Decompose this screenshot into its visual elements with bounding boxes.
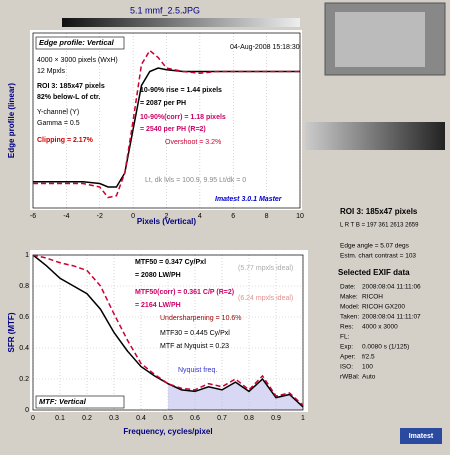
exif-value: RICOH [362,294,383,301]
y-axis-label: SFR (MTF) [7,312,16,352]
exif-value: f/2.5 [362,354,375,361]
exif-value: Auto [362,374,376,381]
annotation: Nyquist freq. [178,367,217,374]
exif-title: Selected EXIF data [338,268,410,277]
annotation: MTF30 = 0.445 Cy/Pxl [160,330,230,337]
x-tick-label: 0.3 [109,415,119,422]
x-axis-label: Frequency, cycles/pixel [123,427,212,436]
x-tick-label: 0.8 [244,415,254,422]
edge-angle: Edge angle = 5.07 degs [340,243,410,250]
plot-frame [32,32,301,209]
exif-value: 2008:08:04 11:11:06 [362,284,421,291]
exif-key: Model: [340,304,360,311]
annotation: 12 Mpxls [37,68,66,75]
edge-panel [30,30,302,210]
logo-box [400,428,442,444]
annotation: 4000 × 3000 pixels (WxH) [37,57,118,64]
annotation: Lt, dk lvls = 100.9, 9.95 Lt/dk = 0 [145,177,246,184]
annotation: ROI 3: 185x47 pixels [37,83,105,90]
x-tick-label: -6 [30,213,36,220]
title-box [35,395,125,409]
y-tick-label: 0.6 [19,314,29,321]
plot-frame [32,254,304,411]
y-tick-label: 1 [25,252,29,259]
y-axis-label: Edge profile (linear) [7,83,16,158]
annotation: Gamma = 0.5 [37,120,80,127]
x-tick-label: 4 [198,213,202,220]
x-tick-label: 0.6 [190,415,200,422]
x-tick-label: -4 [63,213,69,220]
x-tick-label: 0.5 [163,415,173,422]
annotation: = 2080 LW/PH [135,272,181,279]
annotation: MTF50(corr) = 0.361 C/P (R=2) [135,289,234,296]
annotation: 10-90%(corr) = 1.18 pixels [140,114,226,121]
y-tick-label: 0.2 [19,376,29,383]
annotation: 10-90% rise = 1.44 pixels [140,87,222,94]
x-tick-label: 0.9 [271,415,281,422]
annotation: Clipping = 2.17% [37,137,94,144]
annotation: Overshoot = 3.2% [165,139,221,146]
annotation: Y-channel (Y) [37,109,79,116]
exif-value: 2008:08:04 11:11:07 [362,314,421,321]
x-tick-label: 0 [131,213,135,220]
exif-value: 0.0080 s (1/125) [362,344,409,351]
roi-strip [305,122,445,150]
x-tick-label: 0.1 [55,415,65,422]
x-tick-label: 6 [231,213,235,220]
annotation: Undersharpening = 10.6% [160,315,242,322]
exif-value: 100 [362,364,373,371]
exif-key: Aper: [340,354,356,361]
nyquist-shade [168,379,303,410]
exif-key: rWBal: [340,374,360,381]
y-tick-label: 0.8 [19,283,29,290]
annotation: = 2087 per PH [140,100,186,107]
annotation: MTF at Nyquist = 0.23 [160,343,229,350]
roi-label: ROI 3: 185x47 pixels [340,207,418,216]
chart-contrast: Estm. chart contrast = 103 [340,253,416,260]
exif-key: Exp: [340,344,353,351]
y-tick-label: 0.4 [19,345,29,352]
x-tick-label: 8 [265,213,269,220]
x-axis-label: Pixels (Vertical) [137,217,196,226]
chart-title: MTF: Vertical [39,397,87,406]
annotation: = 2540 per PH (R=2) [140,126,206,133]
exif-value: RICOH GX200 [362,304,405,311]
chart-title: Edge profile: Vertical [39,38,115,47]
x-tick-label: 10 [296,213,304,220]
y-tick-label: 0 [25,407,29,414]
annotation: 82% below-L of ctr. [37,94,100,101]
gray-bar [62,18,300,27]
exif-key: Date: [340,284,356,291]
x-tick-label: 1 [301,415,305,422]
chart-thumbnail-inner [335,12,425,67]
annotation: 04-Aug-2008 15:18:30 [230,44,300,51]
exif-key: Make: [340,294,358,301]
annotation: (5.77 mpxls ideal) [238,265,293,272]
title-box [35,36,125,50]
roi-bounds: L R T B = 197 361 2613 2659 [340,223,419,229]
x-tick-label: -2 [97,213,103,220]
exif-key: ISO: [340,364,353,371]
annotation: MTF50 = 0.347 Cy/Pxl [135,259,206,266]
x-tick-label: 0 [31,415,35,422]
window-title: 5.1 mmf_2.5.JPG [130,5,200,15]
exif-key: FL: [340,334,350,341]
exif-value: 4000 x 3000 [362,324,398,331]
data-line [32,254,304,406]
x-tick-label: 0.2 [82,415,92,422]
data-line [32,254,304,408]
annotation: = 2164 LW/PH [135,302,181,309]
data-line [33,67,300,188]
exif-key: Taken: [340,314,359,321]
x-tick-label: 0.7 [217,415,227,422]
x-tick-label: 2 [165,213,169,220]
annotation: (6.24 mpxls ideal) [238,295,293,302]
exif-key: Res: [340,324,354,331]
x-tick-label: 0.4 [136,415,146,422]
annotation: Imatest 3.0.1 Master [215,196,283,203]
logo: Imatest [409,433,434,440]
